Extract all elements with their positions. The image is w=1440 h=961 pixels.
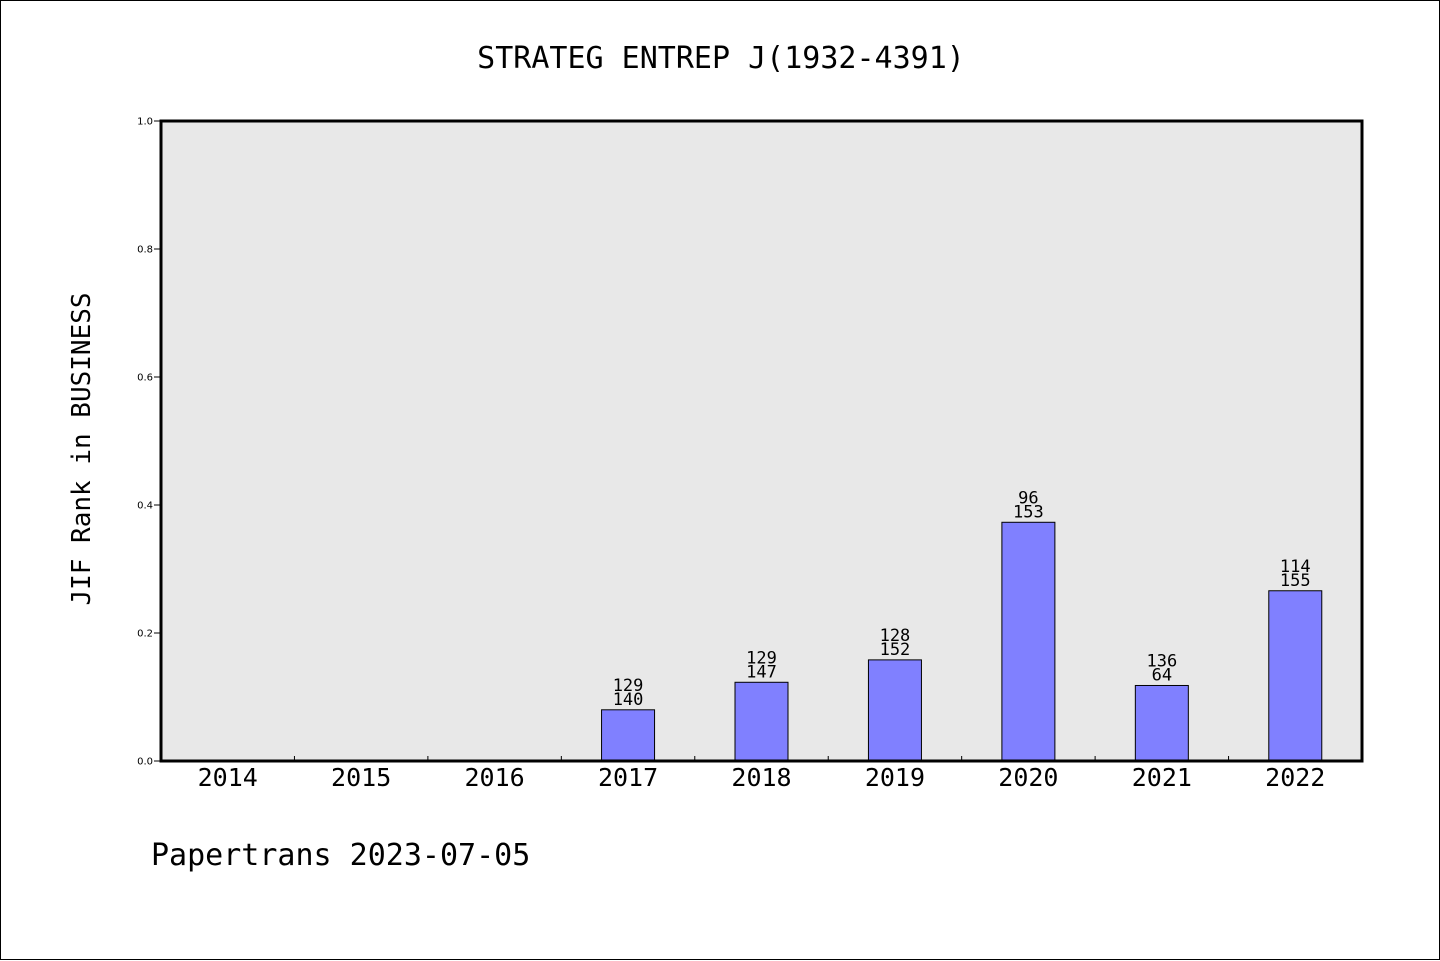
bar-label-bottom: 152 (880, 640, 911, 660)
bar-label-top: 114 (1280, 557, 1311, 577)
bar (1268, 590, 1323, 762)
bar-label-top: 136 (1146, 651, 1177, 671)
y-tick-label: 0.0 (137, 757, 153, 768)
x-tick-label: 2022 (1265, 763, 1325, 792)
footer-watermark: Papertrans 2023-07-05 (151, 838, 530, 873)
x-tick-label: 2017 (598, 763, 658, 792)
bar-label-top: 129 (746, 648, 777, 668)
bar (867, 659, 922, 762)
bar-label-bottom: 140 (613, 690, 644, 710)
bar (1001, 521, 1056, 762)
bar-label-top: 96 (1018, 488, 1038, 508)
y-axis-ticks: 0.0 0.2 0.4 0.6 0.8 1.0 (137, 117, 161, 768)
y-tick-label: 0.4 (137, 501, 153, 512)
bar (734, 681, 789, 762)
bar (601, 709, 656, 762)
bar-label-top: 129 (613, 676, 644, 696)
bar (1134, 684, 1189, 762)
bar-label-bottom: 64 (1152, 665, 1172, 685)
y-axis-label: JIF Rank in BUSINESS (67, 292, 97, 605)
x-tick-label: 2018 (731, 763, 791, 792)
bar-label-bottom: 155 (1280, 571, 1311, 591)
bar-label-bottom: 147 (746, 662, 777, 682)
x-tick-label: 2019 (865, 763, 925, 792)
y-tick-label: 0.8 (137, 245, 153, 256)
x-tick-label: 2021 (1132, 763, 1192, 792)
y-tick-label: 1.0 (137, 117, 153, 128)
x-axis-ticks: 2014 2015 2016 2017 2018 2019 2020 2021 2022 (198, 756, 1325, 792)
y-tick-label: 0.6 (137, 373, 153, 384)
y-tick-label: 0.2 (137, 629, 153, 640)
x-tick-label: 2014 (198, 763, 258, 792)
bar-series (601, 521, 1323, 762)
x-tick-label: 2015 (331, 763, 391, 792)
plot-border (159, 119, 1364, 763)
bar-label-top: 128 (880, 626, 911, 646)
chart-title: STRATEG ENTREP J(1932-4391) (477, 41, 965, 76)
x-tick-label: 2016 (465, 763, 525, 792)
x-tick-label: 2020 (998, 763, 1058, 792)
plot-area (161, 121, 1362, 761)
bar-label-bottom: 153 (1013, 502, 1044, 522)
